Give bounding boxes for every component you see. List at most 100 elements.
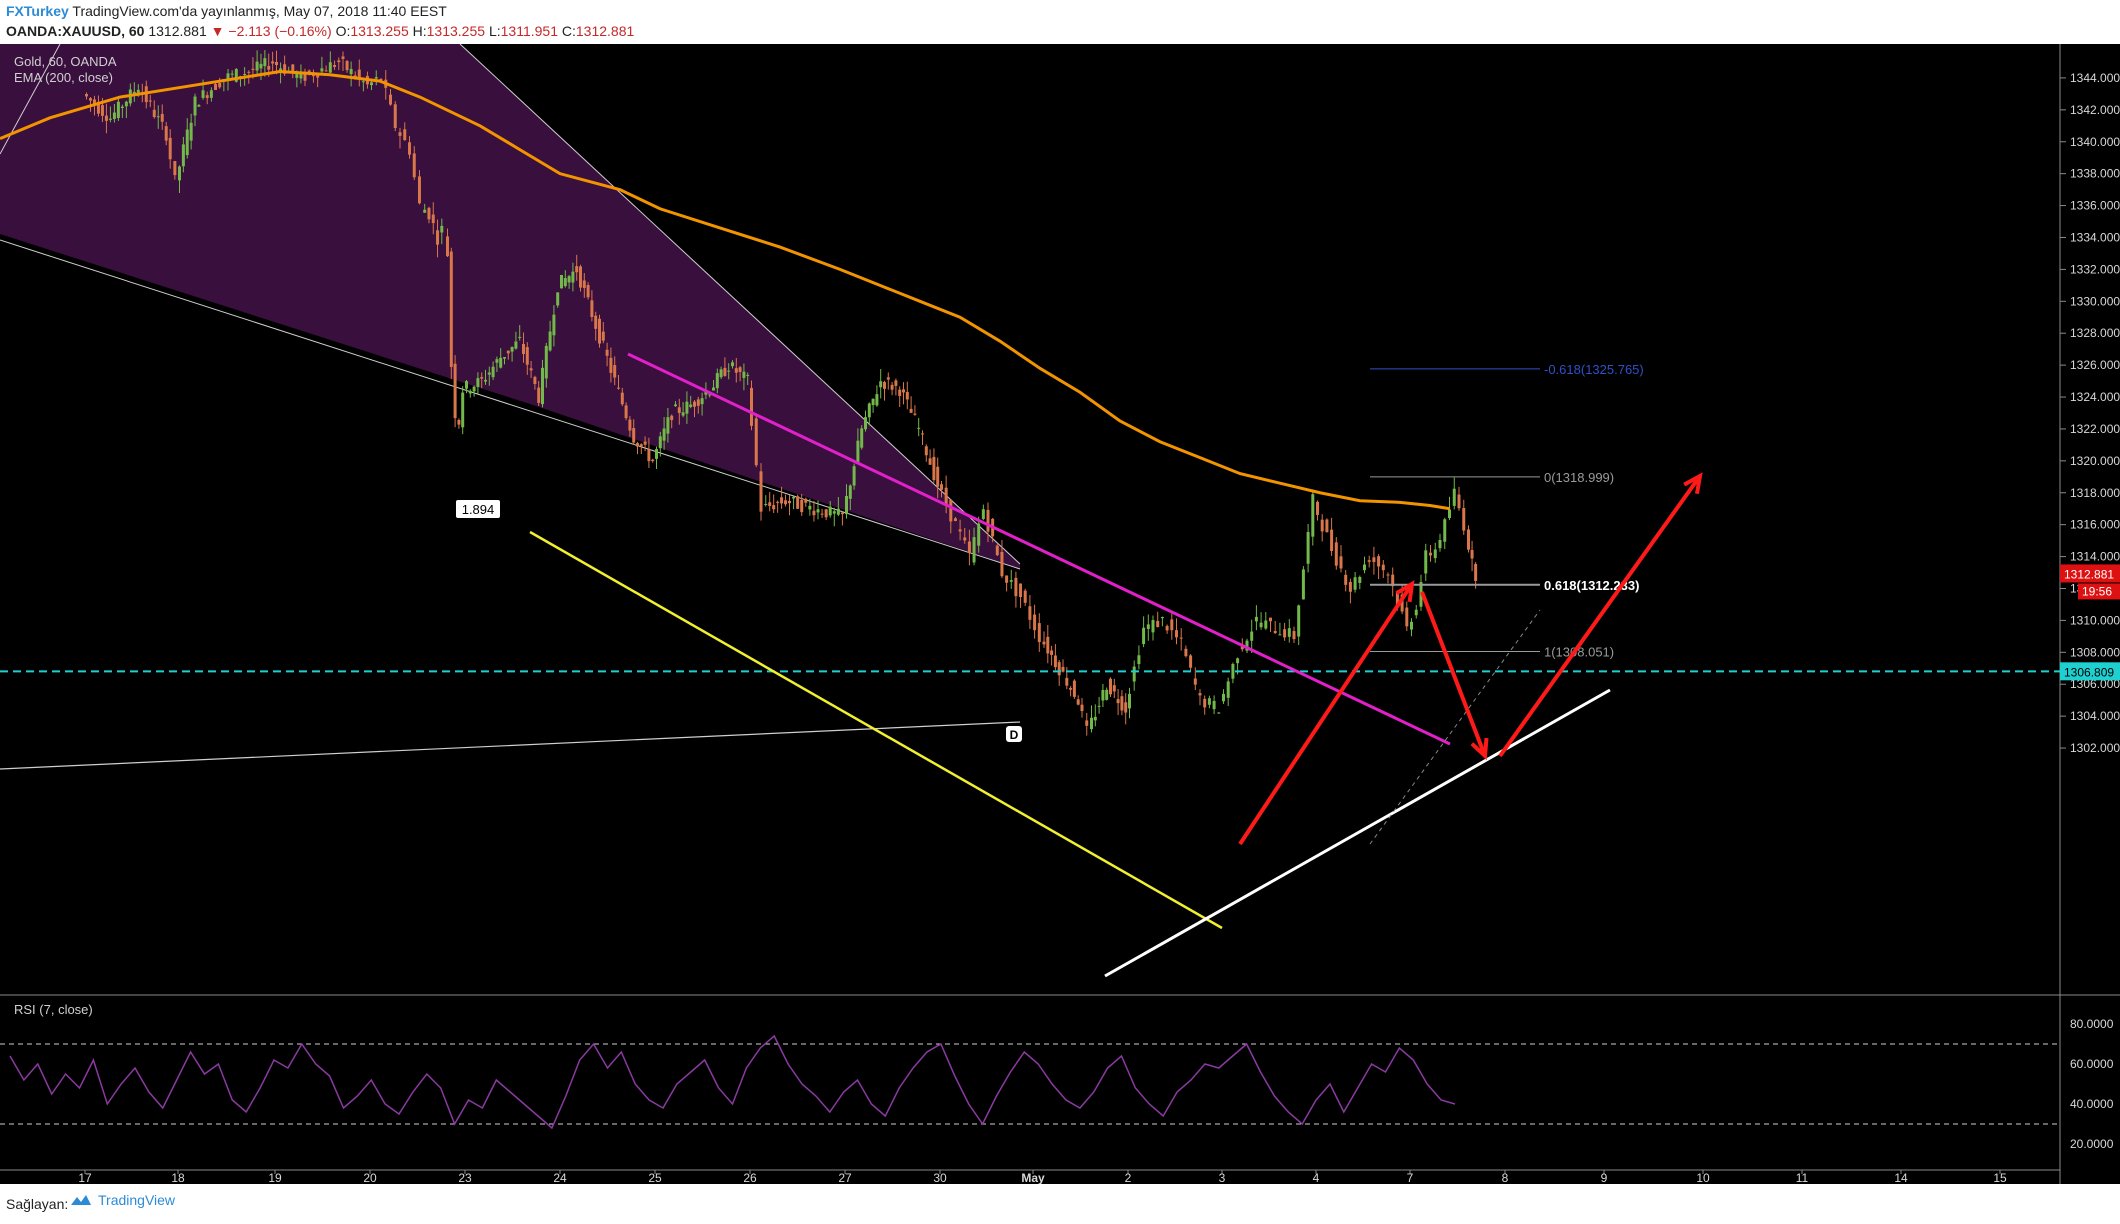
candle-body xyxy=(1424,550,1428,574)
candle-body xyxy=(1316,501,1319,515)
candle-body xyxy=(727,370,731,372)
candle-body xyxy=(1367,560,1371,562)
price-tick-label: 1302.000 xyxy=(2070,741,2120,755)
price-tick-label: 1338.000 xyxy=(2070,167,2120,181)
publisher-name[interactable]: FXTurkey xyxy=(6,3,69,19)
candle-body xyxy=(759,471,763,512)
provider-label: Sağlayan: xyxy=(6,1196,69,1212)
candle-body xyxy=(1344,574,1348,585)
candle-body xyxy=(812,510,816,516)
pattern-line xyxy=(459,43,1021,565)
candle-body xyxy=(1297,605,1301,637)
candle-body xyxy=(902,389,905,393)
candle-body xyxy=(590,300,594,317)
candle-body xyxy=(214,84,218,90)
candle-body xyxy=(1109,678,1112,695)
last-price: 1312.881 xyxy=(148,23,207,39)
candle-body xyxy=(780,497,784,504)
price-tick-label: 1316.000 xyxy=(2070,518,2120,532)
candle-body xyxy=(88,98,92,101)
chart-area[interactable]: -0.618(1325.765) 0(1318.999) 0.618(1312.23… xyxy=(0,43,2120,1185)
candle-body xyxy=(674,404,677,407)
rsi-tick-label: 20.0000 xyxy=(2070,1137,2114,1151)
candle-body xyxy=(1269,617,1272,622)
price-tick-label: 1308.000 xyxy=(2070,645,2120,659)
candle-body xyxy=(1093,716,1097,721)
candle-body xyxy=(1028,606,1032,620)
candle-body xyxy=(1090,717,1093,730)
candle-body xyxy=(1198,693,1202,696)
candle-body xyxy=(1142,627,1146,645)
candle-body xyxy=(1019,583,1023,598)
candle-body xyxy=(168,137,172,160)
candle-body xyxy=(613,365,617,378)
candle-body xyxy=(1222,693,1225,702)
rsi-tick-label: 80.0000 xyxy=(2070,1017,2114,1031)
time-tick-label: 30 xyxy=(933,1171,947,1184)
candle-body xyxy=(495,359,499,363)
candle-body xyxy=(247,71,251,73)
candle-body xyxy=(1189,655,1193,668)
time-tick-label: 9 xyxy=(1601,1171,1608,1184)
candle-body xyxy=(628,419,632,431)
candle-body xyxy=(251,68,255,70)
level-badge xyxy=(2060,662,2120,681)
candle-body xyxy=(480,377,484,379)
candle-body xyxy=(582,280,586,289)
candle-body xyxy=(1443,519,1447,542)
candle-body xyxy=(1395,591,1399,606)
candle-body xyxy=(116,101,120,118)
candle-body xyxy=(750,387,753,426)
time-tick-label: 3 xyxy=(1219,1171,1226,1184)
candle-body xyxy=(949,499,953,522)
candle-body xyxy=(1137,655,1141,665)
candle-body xyxy=(944,487,948,506)
candle-body xyxy=(808,505,812,510)
candle-body xyxy=(1203,698,1207,708)
candle-body xyxy=(218,82,222,88)
price-chart[interactable]: -0.618(1325.765) 0(1318.999) 0.618(1312.23… xyxy=(0,43,2120,1185)
candle-body xyxy=(632,428,636,443)
candle-body xyxy=(742,371,746,378)
price-tick-label: 1340.000 xyxy=(2070,135,2120,149)
candle-body xyxy=(571,271,575,283)
candle-body xyxy=(1339,556,1343,569)
candle-body xyxy=(181,144,185,167)
tradingview-link[interactable]: TradingView xyxy=(70,1192,175,1208)
candle-body xyxy=(487,372,491,375)
candle-body xyxy=(860,428,864,448)
candle-body xyxy=(1057,662,1061,676)
candle-body xyxy=(541,367,544,405)
candle-body xyxy=(871,398,875,406)
candle-body xyxy=(393,104,397,129)
candle-body xyxy=(1014,577,1018,597)
candle-body xyxy=(92,99,96,106)
candle-body xyxy=(234,69,238,82)
candle-body xyxy=(1448,509,1451,519)
price-tick-label: 1334.000 xyxy=(2070,230,2120,244)
candle-body xyxy=(465,381,468,389)
candle-body xyxy=(1470,550,1474,559)
candle-body xyxy=(1353,577,1357,590)
candle-body xyxy=(856,440,860,464)
candle-body xyxy=(685,401,689,414)
candle-body xyxy=(1160,617,1164,619)
candle-body xyxy=(1320,519,1324,532)
candle-body xyxy=(1184,648,1188,657)
candle-body xyxy=(1358,576,1362,583)
candle-body xyxy=(917,427,921,429)
projection-arrow-up-2 xyxy=(1498,474,1702,758)
candle-body xyxy=(185,129,189,156)
candle-body xyxy=(1101,689,1105,701)
time-tick-label: 27 xyxy=(838,1171,852,1184)
candle-body xyxy=(677,407,681,413)
candle-body xyxy=(977,523,981,546)
candle-body xyxy=(1386,574,1390,576)
symbol-name: OANDA:XAUUSD, 60 xyxy=(6,23,145,39)
candle-body xyxy=(303,73,307,81)
candle-body xyxy=(1283,629,1287,638)
candle-body xyxy=(875,394,879,406)
candle-body xyxy=(1165,625,1169,631)
candle-body xyxy=(598,318,601,344)
candle-body xyxy=(311,74,315,77)
